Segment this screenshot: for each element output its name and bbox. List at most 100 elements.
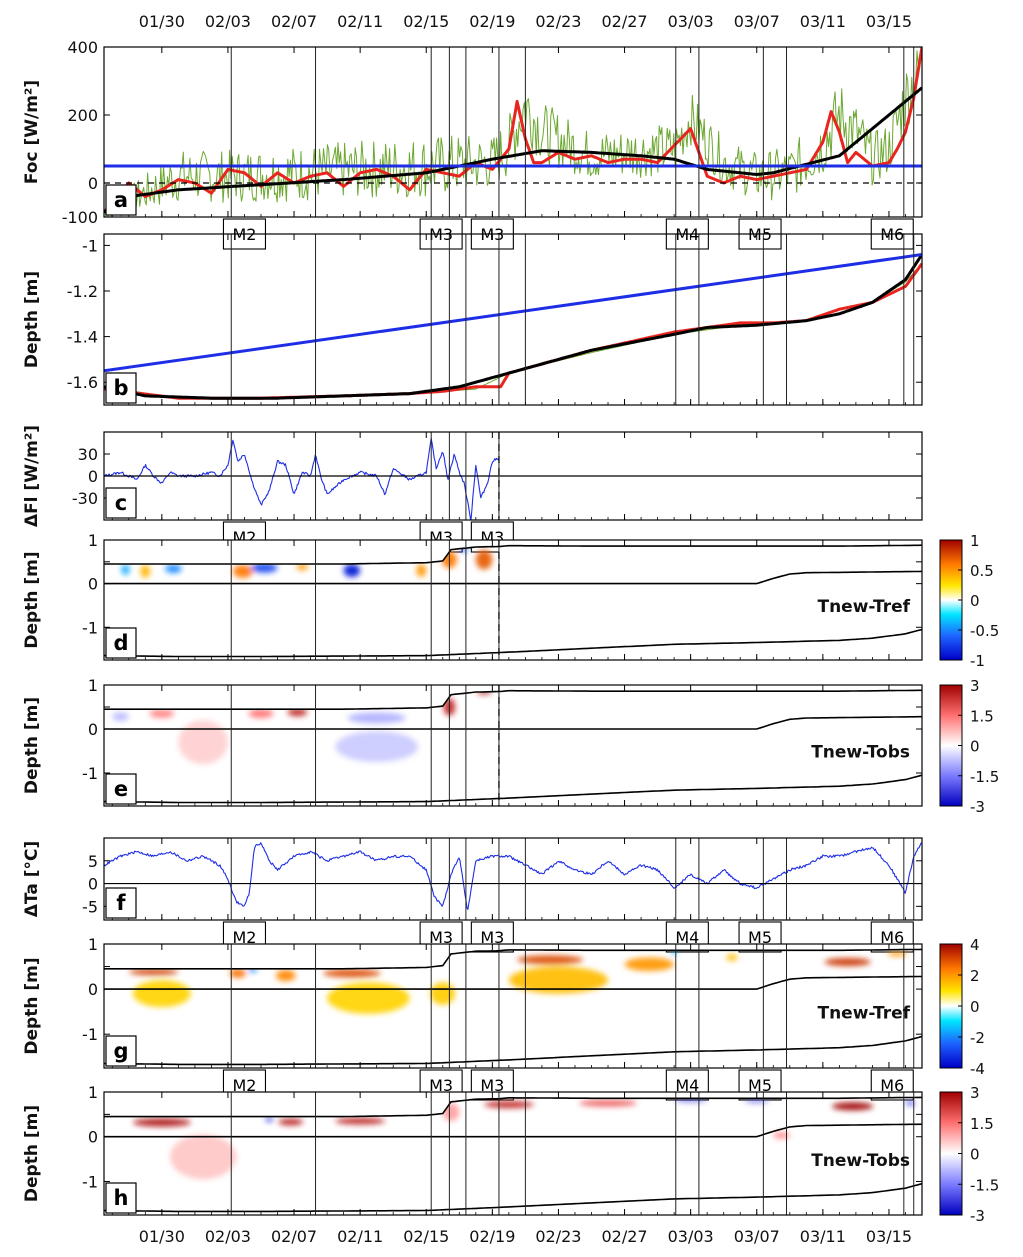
ice-bottom-line-e — [104, 774, 922, 804]
date-tick-bottom-4: 02/15 — [403, 1227, 449, 1246]
event-label-text-g-0: M2 — [232, 1076, 256, 1095]
panel-label-box-b — [105, 372, 137, 404]
field-patch-g-6 — [322, 969, 381, 978]
colorbar-tick-label-h-0: 3 — [970, 1084, 980, 1102]
field-patch-d-0 — [121, 564, 130, 576]
ice-top-line-d — [104, 570, 922, 585]
date-tick-bottom-7: 02/27 — [601, 1227, 647, 1246]
panel-label-text-e: e — [114, 777, 128, 801]
ytick-label-c-1: 0 — [88, 467, 98, 486]
ytick-label-a-3: 400 — [67, 38, 98, 57]
date-tick-top-2: 02/07 — [271, 12, 317, 31]
ytick-label-d-3: 1 — [88, 531, 98, 550]
below-bottom-mask-h — [104, 1183, 922, 1215]
ice-bottom-line-g — [104, 1035, 922, 1066]
ylabel-b: Depth [m] — [22, 271, 42, 368]
date-tick-bottom-8: 03/03 — [668, 1227, 714, 1246]
ytick-label-f-2: 5 — [88, 852, 98, 871]
frame-a — [103, 46, 923, 218]
field-patch-g-8 — [508, 966, 609, 994]
colorbar-tick-label-g-3: -2 — [970, 1029, 985, 1047]
panel-g: -1 0 1 Depth [m] g Tnew-Tref M2 M3 M3 M4 M5 M6 4 2 0 -2… — [22, 935, 985, 1101]
frame-e — [103, 684, 923, 807]
field-patch-d-2 — [165, 564, 182, 574]
ytick-label-b-1: -1.4 — [67, 328, 98, 347]
frame-f — [103, 837, 923, 921]
event-label-text-g-1: M3 — [429, 1076, 453, 1095]
date-tick-top-10: 03/11 — [800, 12, 846, 31]
date-tick-bottom-2: 02/07 — [271, 1227, 317, 1246]
field-patch-d-10 — [475, 549, 493, 570]
panel-label-b: b — [105, 372, 137, 404]
ylabel-f: ΔTa [°C] — [22, 841, 42, 917]
panel-label-f: f — [105, 887, 137, 919]
ice-bottom-line-h — [104, 1182, 922, 1213]
ytick-label-e-3: 1 — [88, 676, 98, 695]
ytick-label-e-1: 0 — [88, 720, 98, 739]
date-tick-top-7: 02/27 — [601, 12, 647, 31]
panel-label-box-a — [105, 184, 137, 216]
ytick-label-c-2: 30 — [78, 445, 98, 464]
series-b-raw — [104, 263, 922, 399]
ytick-label-g-0: -1 — [82, 1025, 98, 1044]
colorbar-tick-label-e-0: 3 — [970, 677, 980, 695]
ytick-label-e-0: -1 — [82, 764, 98, 783]
field-patch-h-3 — [278, 1118, 304, 1126]
snow-surface-line-e — [104, 689, 922, 710]
snow-surface-line-d — [104, 544, 922, 565]
panel-label-text-h: h — [114, 1186, 129, 1210]
colorbar-tick-label-e-4: -3 — [970, 798, 985, 816]
event-label-text-g-5: M6 — [880, 1076, 904, 1095]
event-label-text-g-4: M5 — [748, 1076, 772, 1095]
field-patch-g-13 — [824, 957, 871, 967]
colorbar-tick-label-h-1: 1.5 — [970, 1115, 994, 1133]
series-a-trend — [104, 86, 922, 214]
plot-area-d — [104, 540, 922, 660]
colorbar-tick-label-h-3: -1.5 — [970, 1176, 999, 1194]
panel-label-text-f: f — [116, 891, 126, 915]
series-f-signal — [104, 842, 922, 910]
field-g — [128, 951, 908, 1014]
date-tick-top-11: 03/15 — [866, 12, 912, 31]
event-label-text-f-5: M6 — [880, 928, 904, 947]
field-patch-g-11 — [670, 951, 678, 955]
field-patch-g-10 — [624, 957, 675, 972]
panel-label-box-d — [105, 627, 137, 659]
series-b-trend — [104, 253, 922, 400]
series-a-smooth — [104, 47, 922, 213]
panel-label-box-e — [105, 773, 137, 805]
colorbar-tick-label-d-0: 1 — [970, 532, 980, 550]
panel-f: -5 0 5 ΔTa [°C] f M2 M3 M3 M4 M5 M6 — [22, 837, 923, 953]
event-label-text-g-2: M3 — [480, 1076, 504, 1095]
date-tick-bottom-3: 02/11 — [337, 1227, 383, 1246]
date-tick-top-5: 02/19 — [469, 12, 515, 31]
annotation-h: Tnew-Tobs — [811, 1151, 910, 1171]
field-patch-d-7 — [416, 564, 427, 578]
date-tick-top-1: 02/03 — [205, 12, 251, 31]
panel-label-text-d: d — [113, 631, 128, 655]
frame-g — [103, 943, 923, 1069]
ylabel-h: Depth [m] — [22, 1105, 42, 1202]
annotation-d: Tnew-Tref — [817, 597, 910, 617]
ytick-label-h-1: 0 — [88, 1128, 98, 1147]
field-patch-h-7 — [579, 1099, 637, 1107]
panel-label-box-g — [105, 1035, 137, 1067]
colorbar-d: 1 0.5 0 -0.5 -1 — [939, 532, 999, 670]
panel-label-text-g: g — [113, 1039, 128, 1063]
above-surface-mask-g — [104, 944, 922, 969]
panel-label-box-c — [105, 487, 137, 519]
ytick-label-b-0: -1.6 — [67, 373, 98, 392]
colorbar-g: 4 2 0 -2 -4 — [939, 936, 985, 1078]
event-label-text-f-4: M5 — [748, 928, 772, 947]
date-tick-top-8: 03/03 — [668, 12, 714, 31]
plot-area-g — [104, 944, 922, 1068]
ytick-label-c-0: -30 — [72, 489, 98, 508]
colorbar-tick-label-g-4: -4 — [970, 1060, 985, 1078]
date-tick-bottom-10: 03/11 — [800, 1227, 846, 1246]
ylabel-c: ΔFl [W/m²] — [22, 425, 42, 527]
ytick-label-a-2: 200 — [67, 106, 98, 125]
event-label-text-f-0: M2 — [232, 928, 256, 947]
panel-h: -1 0 1 Depth [m] h Tnew-Tobs 3 1.5 0 -1.5 -3 — [22, 1083, 999, 1225]
panel-label-h: h — [105, 1182, 137, 1214]
